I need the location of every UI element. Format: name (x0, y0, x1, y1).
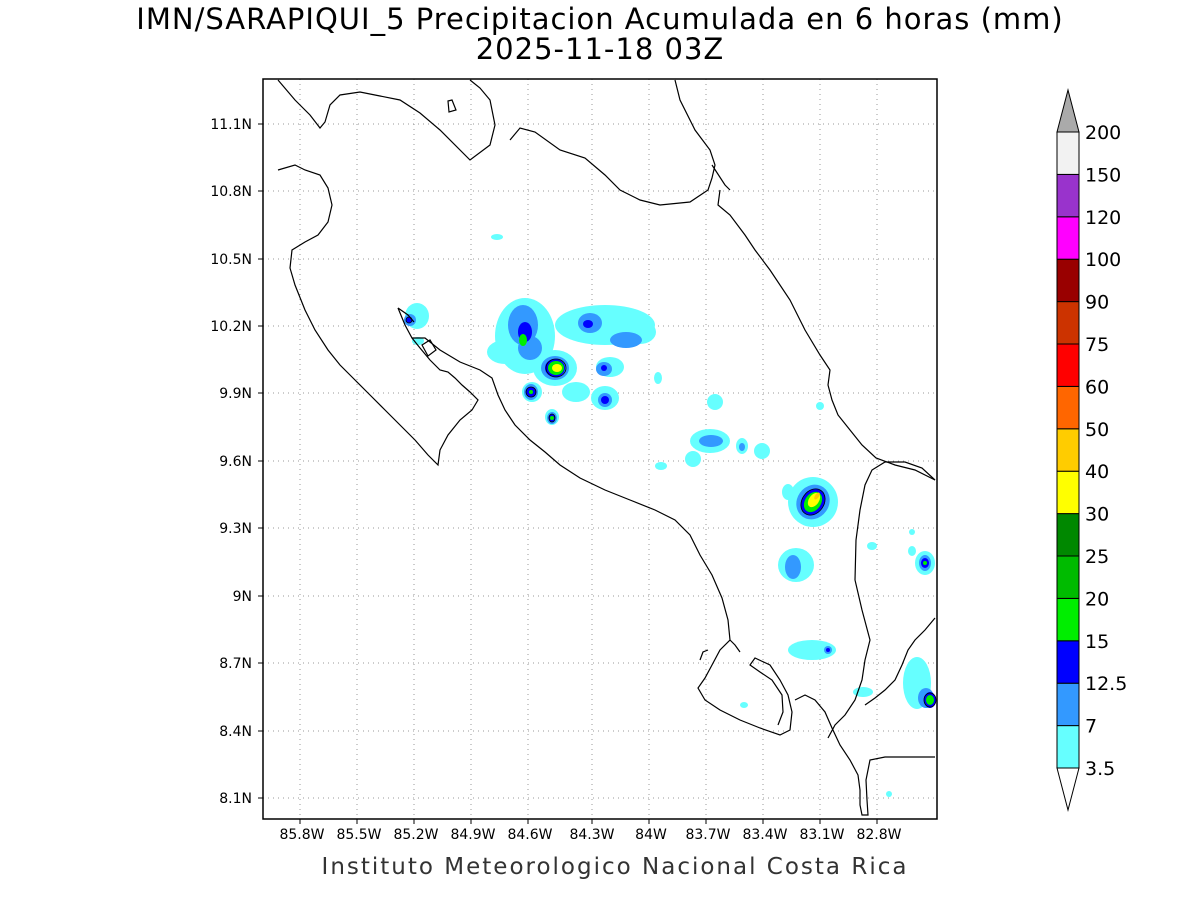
colorbar-label: 200 (1085, 122, 1121, 144)
precip-shading-40 (814, 492, 820, 500)
lon-label: 83.4W (742, 827, 787, 843)
lon-label: 83.7W (685, 827, 730, 843)
lon-label: 84W (635, 827, 667, 843)
colorbar-box (1056, 682, 1080, 727)
colorbar-label: 7 (1085, 716, 1097, 738)
lat-label: 8.1N (219, 791, 252, 807)
precip-shading-12p5 (406, 317, 936, 708)
colorbar-box (1056, 343, 1080, 387)
colorbar-label: 150 (1085, 164, 1121, 186)
colorbar-label: 25 (1085, 546, 1109, 568)
colorbar-label: 100 (1085, 249, 1121, 271)
lat-ticks (258, 123, 263, 799)
colorbar-box (1056, 428, 1080, 472)
colorbar-label: 60 (1085, 376, 1109, 398)
lat-label: 11.1N (210, 117, 252, 133)
colorbar-label: 50 (1085, 419, 1109, 441)
colorbar-box (1056, 555, 1080, 599)
colorbar-label: 75 (1085, 334, 1109, 356)
lat-label: 9.6N (219, 454, 252, 470)
colorbar-box (1056, 173, 1080, 218)
footer-credit: Instituto Meteorologico Nacional Costa R… (321, 854, 909, 880)
map-datetime: 2025-11-18 03Z (475, 32, 725, 66)
lon-labels: 85.8W 85.5W 85.2W 84.9W 84.6W 84.3W 84W … (279, 827, 901, 843)
colorbar-label: 12.5 (1085, 673, 1127, 695)
lat-label: 10.8N (210, 184, 252, 200)
map-title: IMN/SARAPIQUI_5 Precipitacion Acumulada … (136, 2, 1064, 36)
lon-label: 85.8W (279, 827, 324, 843)
lon-label: 84.9W (450, 827, 495, 843)
lon-label: 85.5W (336, 827, 381, 843)
lat-label: 9.3N (219, 521, 252, 537)
lat-label: 9.9N (219, 386, 252, 402)
colorbar-label: 3.5 (1085, 758, 1115, 780)
colorbar-box (1056, 301, 1080, 345)
lon-label: 84.6W (507, 827, 552, 843)
lat-label: 8.4N (219, 724, 252, 740)
colorbar-label: 120 (1085, 207, 1121, 229)
colorbar-box (1056, 640, 1080, 684)
lon-label: 85.2W (393, 827, 438, 843)
colorbar-label: 15 (1085, 631, 1109, 653)
colorbar-over-arrow (1056, 88, 1080, 133)
lon-ticks (299, 819, 878, 824)
colorbar-box (1056, 513, 1080, 557)
colorbar-label: 20 (1085, 588, 1109, 610)
lat-label: 9N (233, 589, 252, 605)
lat-label: 8.7N (219, 656, 252, 672)
map-frame (262, 78, 938, 820)
colorbar-box (1056, 470, 1080, 515)
colorbar-box (1056, 385, 1080, 430)
colorbar-label: 30 (1085, 504, 1109, 526)
colorbar-box (1056, 597, 1080, 642)
colorbar-box (1056, 131, 1080, 175)
lat-label: 10.5N (210, 252, 252, 268)
colorbar-under-arrow (1056, 767, 1080, 812)
coastlines (277, 79, 936, 816)
precip-shading-3p5 (405, 234, 935, 797)
colorbar-box (1056, 258, 1080, 303)
lat-labels: 11.1N 10.8N 10.5N 10.2N 9.9N 9.6N 9.3N 9… (210, 117, 252, 807)
colorbar-legend: 3.5 7 12.5 15 20 25 30 40 50 60 75 90 100 120 150 200 (1056, 88, 1127, 812)
precip-contours (405, 316, 937, 708)
colorbar-label: 90 (1085, 292, 1109, 314)
lon-label: 82.8W (856, 827, 901, 843)
lat-label: 10.2N (210, 319, 252, 335)
colorbar-label: 40 (1085, 461, 1109, 483)
gridlines (263, 79, 937, 819)
colorbar-box (1056, 216, 1080, 260)
colorbar-box (1056, 725, 1080, 769)
precip-shading-30 (552, 364, 821, 508)
lon-label: 83.1W (799, 827, 844, 843)
lon-label: 84.3W (569, 827, 614, 843)
precip-shading-7 (404, 305, 934, 708)
